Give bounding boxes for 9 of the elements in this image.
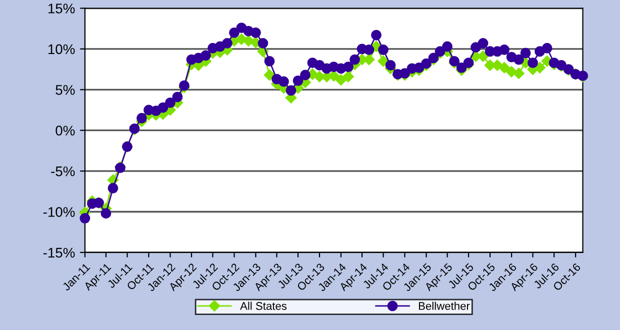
y-tick-label: -5% [51, 166, 75, 176]
y-tick-label: -15% [43, 248, 75, 258]
y-tick-label: 0% [56, 126, 75, 136]
y-tick-label: 5% [56, 85, 75, 95]
y-tick-label: -10% [43, 207, 75, 217]
y-tick-label: 15% [48, 4, 75, 14]
y-tick-label: 10% [48, 44, 75, 54]
legend-label: Bellwether [418, 302, 470, 310]
legend-label: All States [240, 302, 287, 310]
